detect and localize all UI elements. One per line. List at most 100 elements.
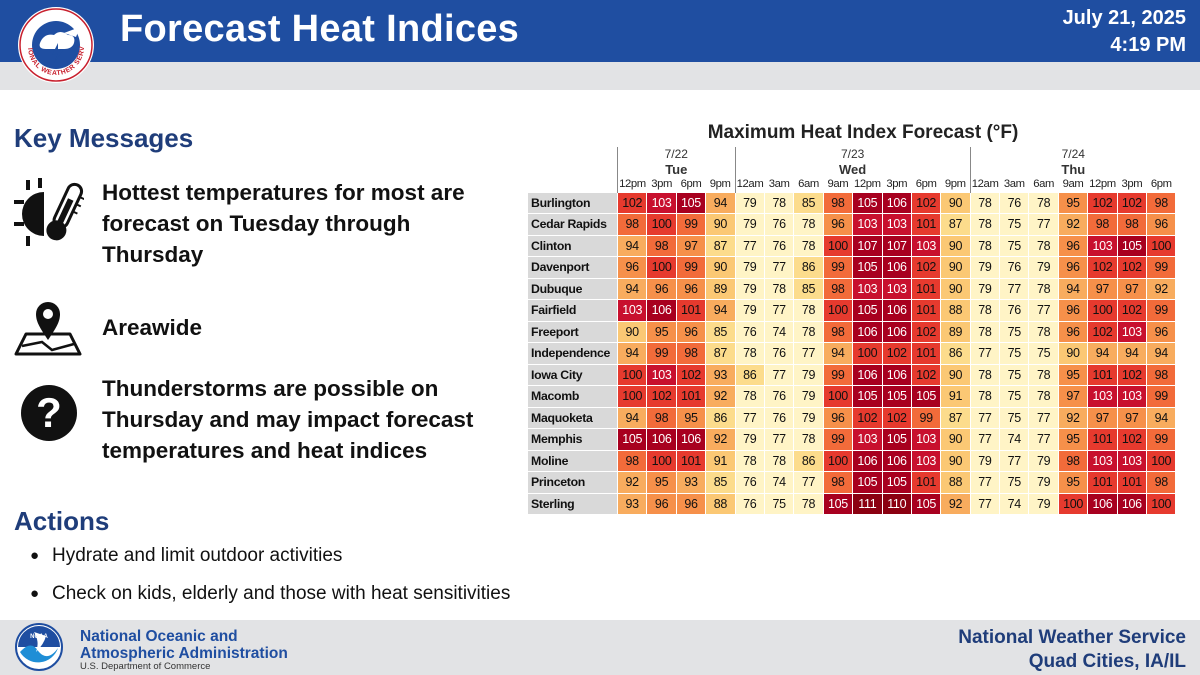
- actions-heading: Actions: [14, 506, 110, 536]
- heat-index-cell: 76: [999, 191, 1030, 214]
- heat-index-cell: 99: [822, 428, 854, 451]
- heat-index-cell: 96: [616, 256, 648, 279]
- heat-index-cell: 103: [910, 449, 942, 472]
- table-row: Clinton 94 98 97 87 77 76 78 100 107 107 103 90 78 75 7…: [527, 234, 1177, 257]
- heat-index-cell: 78: [763, 449, 795, 472]
- table-row: Iowa City 100 103 102 93 86 77 79 99 106 106 102 90 7…: [527, 363, 1177, 386]
- heat-index-cell: 90: [1057, 342, 1089, 365]
- heat-index-cell: 78: [763, 277, 795, 300]
- heat-index-cell: 102: [1087, 320, 1118, 343]
- heat-index-cell: 78: [969, 213, 1001, 236]
- heat-index-cell: 98: [1146, 191, 1177, 214]
- heat-index-cell: 75: [999, 342, 1030, 365]
- heat-index-cell: 77: [1028, 406, 1059, 429]
- heat-index-cell: 88: [705, 492, 736, 515]
- heat-index-cell: 76: [734, 320, 765, 343]
- heat-index-cell: 79: [793, 363, 824, 386]
- noaa-agency-line1: National Oceanic and: [80, 628, 238, 645]
- heat-index-cell: 101: [910, 342, 942, 365]
- heat-index-cell: 102: [881, 342, 912, 365]
- heat-index-cell: 78: [763, 191, 795, 214]
- heat-index-cell: 103: [1087, 385, 1118, 408]
- heat-index-cell: 78: [793, 492, 824, 515]
- heat-index-cell: 85: [793, 191, 824, 214]
- heat-index-cell: 96: [822, 406, 854, 429]
- noaa-logo-icon: NOAA: [15, 623, 63, 671]
- heat-index-cell: 96: [675, 277, 707, 300]
- city-label: Iowa City: [527, 363, 618, 386]
- heat-index-cell: 101: [675, 449, 707, 472]
- heat-index-cell: 77: [1028, 299, 1059, 322]
- heat-index-cell: 98: [1146, 363, 1177, 386]
- heat-index-cell: 100: [646, 449, 677, 472]
- sun-thermometer-icon: [14, 178, 84, 246]
- heat-index-cell: 102: [675, 363, 707, 386]
- heat-index-cell: 105: [1116, 234, 1148, 257]
- heat-index-cell: 106: [881, 299, 912, 322]
- heat-index-cell: 99: [1146, 299, 1177, 322]
- heat-index-cell: 102: [1087, 256, 1118, 279]
- heat-index-cell: 105: [881, 428, 912, 451]
- noaa-agency-line2: Atmospheric Administration: [80, 645, 288, 662]
- group-day-label: Wed: [734, 161, 971, 177]
- heat-index-cell: 105: [852, 385, 883, 408]
- heat-index-cell: 100: [1087, 299, 1118, 322]
- heat-index-cell: 79: [969, 449, 1001, 472]
- heat-index-cell: 99: [910, 406, 942, 429]
- heat-index-cell: 105: [852, 471, 883, 494]
- hour-label: 9am: [1062, 178, 1084, 191]
- key-message-3: Thunderstorms are possible on Thursday a…: [102, 373, 473, 466]
- heat-index-cell: 78: [793, 428, 824, 451]
- heat-index-cell: 96: [675, 320, 707, 343]
- noaa-department: U.S. Department of Commerce: [80, 661, 211, 672]
- chart-title: Maximum Heat Index Forecast (°F): [707, 122, 1019, 143]
- hour-label: 6am: [1033, 178, 1055, 191]
- hour-label: 3pm: [886, 178, 908, 191]
- heat-index-cell: 106: [675, 428, 707, 451]
- heat-index-cell: 105: [675, 191, 707, 214]
- city-label: Clinton: [527, 234, 618, 257]
- heat-index-cell: 106: [881, 363, 912, 386]
- key-message-1-line: Thursday: [102, 242, 204, 267]
- heat-index-cell: 77: [969, 428, 1001, 451]
- heat-index-cell: 100: [822, 449, 854, 472]
- heat-index-cell: 76: [734, 492, 765, 515]
- group-date-label: 7/23: [734, 147, 971, 161]
- table-row: Macomb 100 102 101 92 78 76 79 100 105 105 105 91 78 7…: [527, 385, 1177, 408]
- city-label: Maquoketa: [527, 406, 618, 429]
- heat-index-cell: 79: [793, 385, 824, 408]
- heat-index-cell: 78: [969, 299, 1001, 322]
- heat-index-cell: 79: [969, 277, 1001, 300]
- heat-index-cell: 96: [675, 492, 707, 515]
- heat-index-cell: 76: [999, 256, 1030, 279]
- heat-index-cell: 79: [969, 256, 1001, 279]
- heat-index-cell: 106: [881, 449, 912, 472]
- city-label: Macomb: [527, 385, 618, 408]
- city-label: Princeton: [527, 471, 618, 494]
- city-label: Fairfield: [527, 299, 618, 322]
- svg-text:?: ?: [36, 389, 62, 436]
- hour-label: 3am: [768, 178, 790, 191]
- group-day-label: Thu: [969, 161, 1176, 177]
- heat-index-cell: 101: [675, 385, 707, 408]
- heat-index-cell: 85: [705, 320, 736, 343]
- key-message-1-line: forecast on Tuesday through: [102, 211, 411, 236]
- office-name: National Weather Service Quad Cities, IA…: [958, 626, 1186, 674]
- heat-index-cell: 77: [793, 342, 824, 365]
- heat-index-cell: 105: [822, 492, 854, 515]
- heat-index-cell: 102: [910, 320, 942, 343]
- heat-index-cell: 103: [646, 191, 677, 214]
- heat-index-cell: 99: [1146, 256, 1177, 279]
- table-row: Maquoketa 94 98 95 86 77 76 79 96 102 102 99 87 77 75 7…: [527, 406, 1177, 429]
- heat-index-cell: 103: [852, 213, 883, 236]
- city-label: Memphis: [527, 428, 618, 451]
- heat-index-cell: 78: [969, 363, 1001, 386]
- action-item: Check on kids, elderly and those with he…: [30, 582, 510, 620]
- heat-index-cell: 102: [1116, 363, 1148, 386]
- heat-index-cell: 79: [1028, 492, 1059, 515]
- heat-index-cell: 79: [734, 191, 765, 214]
- hour-label: 9pm: [709, 178, 731, 191]
- heat-index-cell: 79: [734, 256, 765, 279]
- heat-index-table: 7/22 7/23 7/24 Tue Wed Thu 12pm 3pm 6pm 9pm 12am 3a…: [527, 147, 1177, 515]
- heat-index-cell: 74: [999, 428, 1030, 451]
